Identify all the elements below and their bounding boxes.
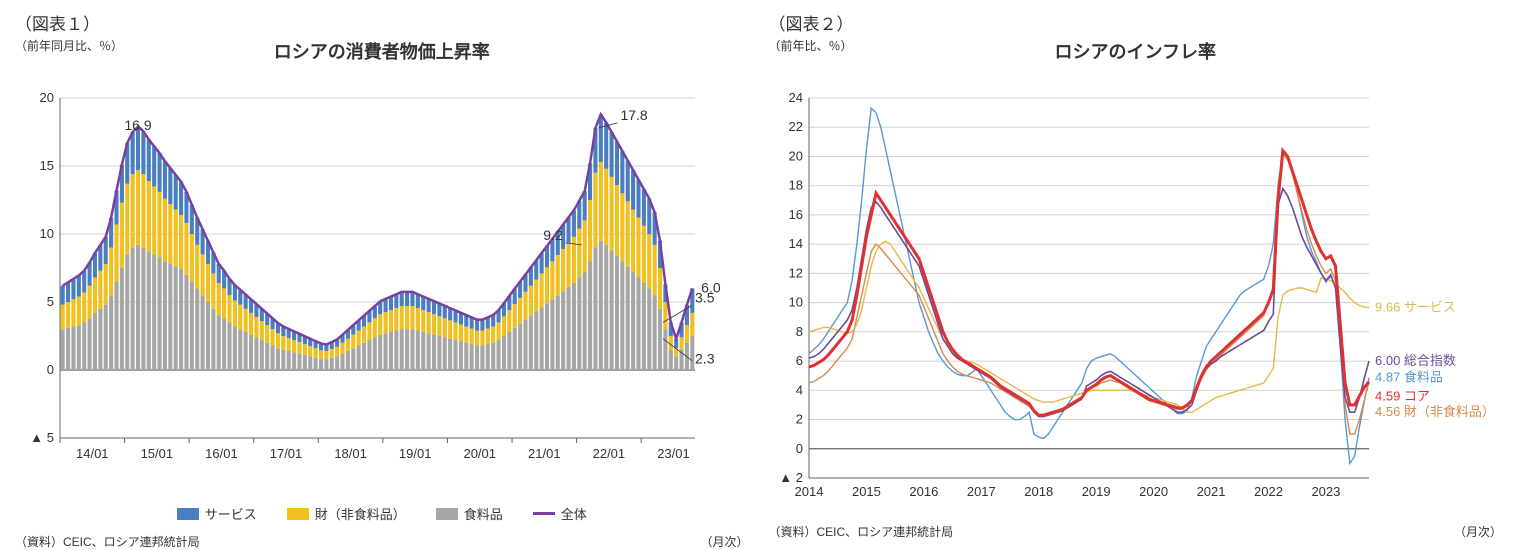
svg-text:17.8: 17.8 xyxy=(620,107,647,123)
chart1-panel: （図表１） （前年同月比、％） ロシアの消費者物価上昇率 ▲ 505101520… xyxy=(15,10,749,540)
legend-swatch xyxy=(177,508,199,520)
svg-text:2016: 2016 xyxy=(909,484,938,499)
chart2-endlabel-goods: 4.56 財（非食料品） xyxy=(1375,404,1495,419)
svg-text:2019: 2019 xyxy=(1081,484,1110,499)
svg-text:21/01: 21/01 xyxy=(528,446,561,461)
chart2-area: ▲ 20246810121416182022242014201520162017… xyxy=(769,78,1503,519)
chart2-panel: （図表２） （前年比、％） ロシアのインフレ率 ▲ 20246810121416… xyxy=(769,10,1503,540)
svg-text:12: 12 xyxy=(788,265,802,280)
svg-text:10: 10 xyxy=(788,295,802,310)
svg-text:2020: 2020 xyxy=(1139,484,1168,499)
svg-text:10: 10 xyxy=(40,226,54,241)
svg-text:2021: 2021 xyxy=(1196,484,1225,499)
svg-text:2015: 2015 xyxy=(851,484,880,499)
svg-text:2014: 2014 xyxy=(794,484,823,499)
svg-text:20: 20 xyxy=(788,148,802,163)
chart1-figure-label: （図表１） xyxy=(15,10,749,35)
svg-text:0: 0 xyxy=(47,362,54,377)
chart1-legend-goods: 財（非食料品） xyxy=(287,504,406,523)
svg-text:0: 0 xyxy=(795,441,802,456)
svg-text:18/01: 18/01 xyxy=(334,446,367,461)
chart1-area: ▲ 5 0 5 10 15 20 14/01 15/01 16/01 17/01 18/01 19/0… xyxy=(15,78,749,498)
chart2-endlabel-food: 4.87 食料品 xyxy=(1375,370,1443,385)
svg-text:19/01: 19/01 xyxy=(399,446,432,461)
legend-swatch xyxy=(436,508,458,520)
svg-text:6: 6 xyxy=(795,353,802,368)
svg-text:22/01: 22/01 xyxy=(593,446,626,461)
legend-label: 全体 xyxy=(561,504,587,523)
svg-text:16.9: 16.9 xyxy=(124,117,151,133)
svg-text:15: 15 xyxy=(40,158,54,173)
svg-text:2017: 2017 xyxy=(966,484,995,499)
svg-text:4: 4 xyxy=(795,382,802,397)
svg-text:14/01: 14/01 xyxy=(76,446,109,461)
chart2-figure-label: （図表２） xyxy=(769,10,1503,35)
svg-text:16: 16 xyxy=(788,207,802,222)
chart1-legend: サービス 財（非食料品） 食料品 全体 xyxy=(15,504,749,523)
chart1-legend-food: 食料品 xyxy=(436,504,503,523)
legend-label: 食料品 xyxy=(464,504,503,523)
chart2-endlabel-headline: 6.00 総合指数 xyxy=(1375,353,1456,368)
chart1-legend-services: サービス xyxy=(177,504,257,523)
chart1-svg: ▲ 5 0 5 10 15 20 14/01 15/01 16/01 17/01 18/01 19/0… xyxy=(15,78,745,498)
chart2-title: ロシアのインフレ率 xyxy=(769,38,1503,64)
chart2-svg: ▲ 20246810121416182022242014201520162017… xyxy=(769,78,1499,518)
chart2-footer: （資料）CEIC、ロシア連邦統計局 （月次） xyxy=(769,523,1503,540)
chart1-footer: （資料）CEIC、ロシア連邦統計局 （月次） xyxy=(15,533,749,550)
chart2-endlabel-services: 9.66 サービス xyxy=(1375,300,1456,315)
svg-text:2023: 2023 xyxy=(1311,484,1340,499)
svg-text:9.2: 9.2 xyxy=(543,227,563,243)
svg-text:5: 5 xyxy=(47,294,54,309)
svg-text:24: 24 xyxy=(788,90,802,105)
chart1-source: （資料）CEIC、ロシア連邦統計局 xyxy=(15,533,200,550)
legend-label: 財（非食料品） xyxy=(315,504,406,523)
svg-text:15/01: 15/01 xyxy=(141,446,174,461)
legend-swatch xyxy=(287,508,309,520)
chart1-legend-total: 全体 xyxy=(533,504,587,523)
svg-text:▲ 5: ▲ 5 xyxy=(30,430,54,445)
svg-text:2022: 2022 xyxy=(1254,484,1283,499)
svg-text:22: 22 xyxy=(788,119,802,134)
svg-text:2.3: 2.3 xyxy=(695,351,715,367)
chart1-xunit: （月次） xyxy=(700,533,748,550)
svg-text:▲ 2: ▲ 2 xyxy=(779,470,803,485)
svg-text:23/01: 23/01 xyxy=(657,446,690,461)
legend-label: サービス xyxy=(205,504,257,523)
svg-text:8: 8 xyxy=(795,324,802,339)
legend-swatch xyxy=(533,512,555,515)
svg-text:17/01: 17/01 xyxy=(270,446,303,461)
svg-text:14: 14 xyxy=(788,236,802,251)
svg-text:18: 18 xyxy=(788,178,802,193)
charts-container: （図表１） （前年同月比、％） ロシアの消費者物価上昇率 ▲ 505101520… xyxy=(0,0,1517,550)
svg-text:2018: 2018 xyxy=(1024,484,1053,499)
chart2-xunit: （月次） xyxy=(1454,523,1502,540)
svg-text:2: 2 xyxy=(795,412,802,427)
svg-text:20: 20 xyxy=(40,90,54,105)
chart1-title: ロシアの消費者物価上昇率 xyxy=(15,38,749,64)
svg-text:20/01: 20/01 xyxy=(463,446,496,461)
svg-text:6.0: 6.0 xyxy=(701,279,721,295)
chart2-source: （資料）CEIC、ロシア連邦統計局 xyxy=(769,523,954,540)
chart2-endlabel-core: 4.59 コア xyxy=(1375,389,1430,404)
svg-text:16/01: 16/01 xyxy=(205,446,238,461)
